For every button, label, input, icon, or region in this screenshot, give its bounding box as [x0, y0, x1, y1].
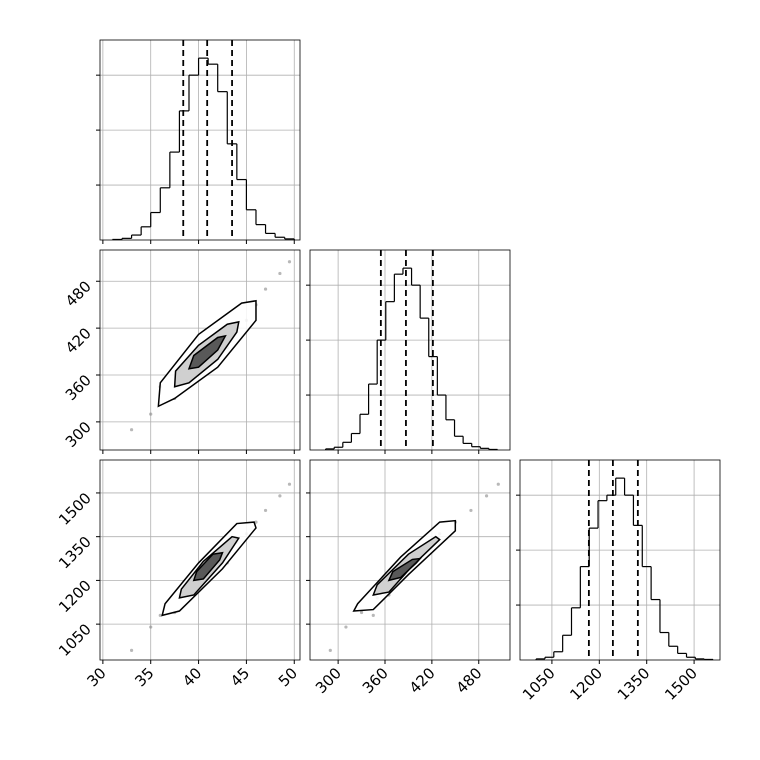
sample-point	[496, 482, 500, 486]
y-tick-label: 1500	[55, 489, 95, 529]
y-tick-label: 420	[62, 324, 95, 357]
sample-point	[263, 287, 268, 291]
contour	[387, 557, 423, 582]
sample-point	[149, 625, 153, 629]
x-tick-label: 300	[312, 664, 345, 697]
x-tick-label: 35	[131, 664, 157, 690]
sample-point	[484, 494, 489, 498]
sample-point	[287, 260, 292, 264]
sample-point	[359, 610, 364, 615]
sample-point	[287, 482, 292, 486]
sample-point	[254, 520, 258, 524]
panel	[306, 249, 511, 454]
sample-point	[469, 508, 473, 513]
x-tick-label: 480	[453, 664, 486, 697]
panel: 300 360 420 480	[306, 459, 511, 697]
sample-point	[278, 271, 282, 276]
y-tick-label: 1200	[55, 577, 95, 617]
panel-frame	[99, 249, 301, 451]
sample-point	[344, 625, 348, 629]
x-tick-label: 360	[359, 664, 392, 697]
contour	[192, 551, 224, 582]
y-tick-label: 480	[62, 277, 95, 310]
x-tick-label: 50	[275, 664, 301, 690]
x-tick-label: 40	[179, 664, 205, 690]
panel-frame	[309, 249, 511, 451]
panel: 300 360 420 480	[62, 249, 301, 454]
sample-point	[149, 412, 153, 416]
x-tick-label: 1200	[566, 664, 606, 704]
x-tick-label: 1500	[661, 664, 701, 704]
panel: 1050 1200 1350 1500	[516, 459, 721, 704]
sample-point	[158, 613, 162, 617]
panel	[96, 39, 301, 244]
x-tick-label: 45	[227, 664, 253, 690]
y-tick-label: 300	[62, 418, 95, 451]
panel-frame	[99, 39, 301, 241]
y-tick-label: 360	[62, 371, 95, 404]
sample-point	[328, 648, 332, 652]
sample-point	[371, 613, 375, 617]
sample-point	[278, 494, 282, 498]
sample-point	[129, 428, 134, 432]
panel-frame	[99, 459, 301, 661]
panel-frame	[309, 459, 511, 661]
panel-frame	[519, 459, 721, 661]
x-tick-label: 30	[83, 664, 109, 690]
x-tick-label: 420	[406, 664, 439, 697]
sample-point	[129, 648, 134, 652]
x-tick-label: 1350	[614, 664, 654, 704]
sample-point	[263, 508, 268, 513]
contour	[187, 334, 227, 370]
y-tick-label: 1350	[55, 533, 95, 573]
x-tick-label: 1050	[519, 664, 559, 704]
y-tick-label: 1050	[55, 620, 95, 660]
